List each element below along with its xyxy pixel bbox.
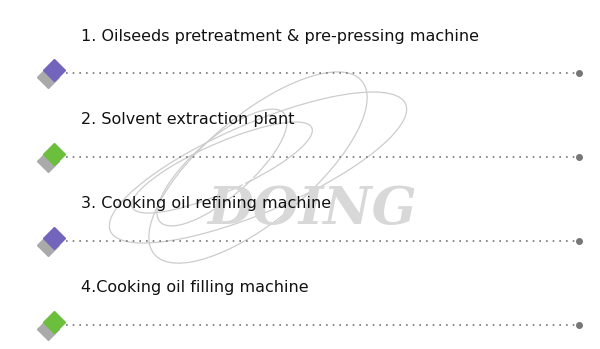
Text: 3. Cooking oil refining machine: 3. Cooking oil refining machine (81, 196, 331, 211)
Text: DOING: DOING (207, 184, 417, 235)
Text: 4.Cooking oil filling machine: 4.Cooking oil filling machine (81, 280, 308, 295)
Text: 1. Oilseeds pretreatment & pre-pressing machine: 1. Oilseeds pretreatment & pre-pressing … (81, 29, 479, 44)
Text: 2. Solvent extraction plant: 2. Solvent extraction plant (81, 112, 295, 127)
